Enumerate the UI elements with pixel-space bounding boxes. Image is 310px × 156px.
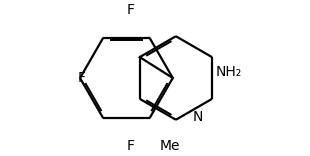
Text: NH₂: NH₂ (216, 65, 242, 79)
Text: N: N (193, 110, 203, 124)
Text: Me: Me (159, 139, 180, 153)
Text: F: F (127, 139, 135, 153)
Text: F: F (78, 71, 86, 85)
Text: F: F (127, 3, 135, 17)
